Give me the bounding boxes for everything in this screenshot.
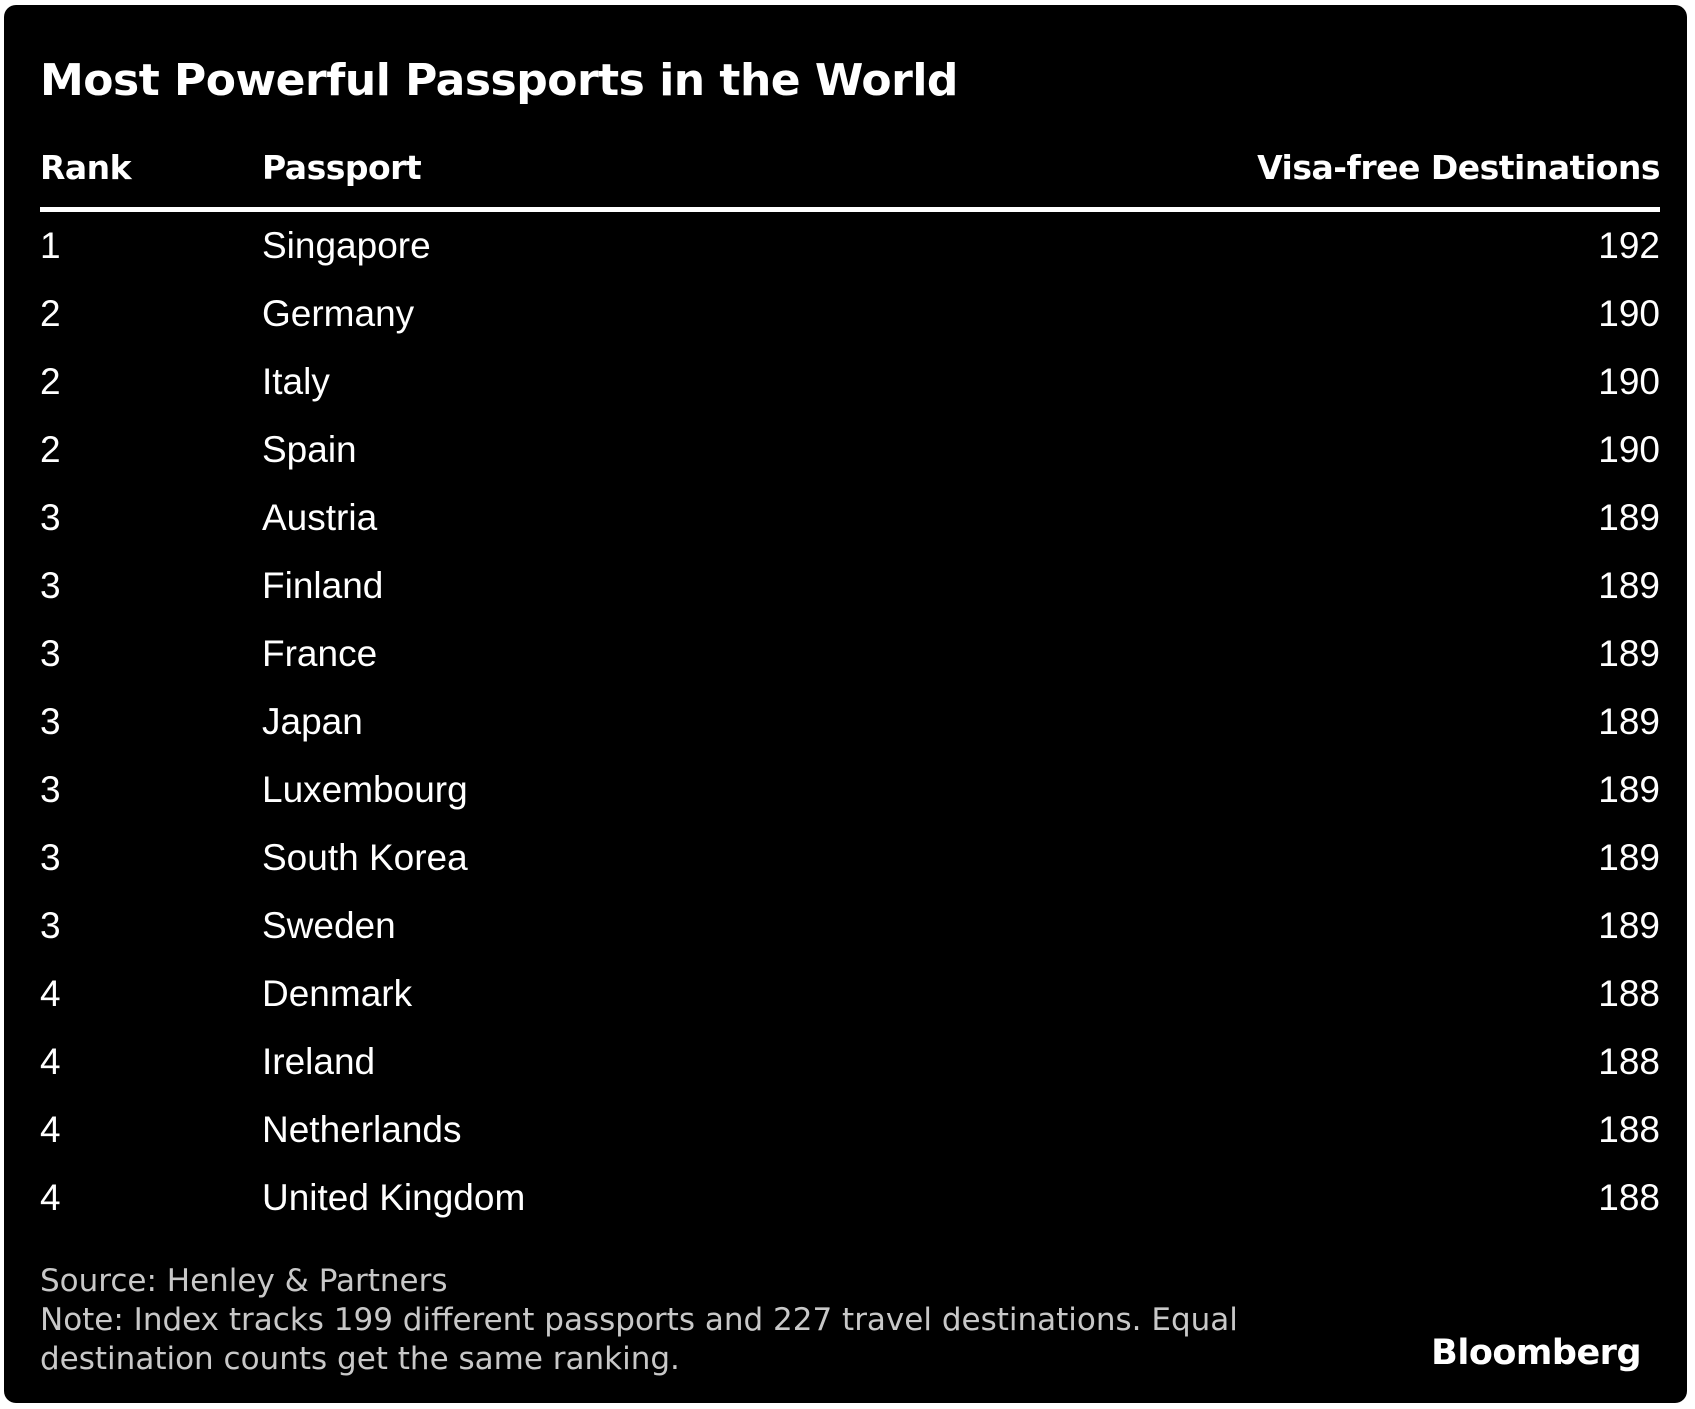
source-note: Source: Henley & Partners <box>40 1263 448 1299</box>
table-row: 4 Denmark 188 <box>40 960 1660 1028</box>
chart-footer: Source: Henley & Partners Note: Index tr… <box>40 1262 1280 1379</box>
visa-free-cell: 189 <box>1598 769 1660 810</box>
rank-cell: 4 <box>40 1177 61 1218</box>
visa-free-cell: 189 <box>1598 633 1660 674</box>
visa-free-cell: 189 <box>1598 837 1660 878</box>
rank-cell: 4 <box>40 973 61 1014</box>
passport-cell: France <box>262 633 378 674</box>
column-header-rank: Rank <box>40 148 132 187</box>
table-row: 4 Netherlands 188 <box>40 1096 1660 1164</box>
visa-free-cell: 190 <box>1598 429 1660 470</box>
table-row: 3 Japan 189 <box>40 688 1660 756</box>
passport-cell: Denmark <box>262 973 413 1014</box>
table-row: 2 Germany 190 <box>40 280 1660 348</box>
passport-cell: Spain <box>262 429 357 470</box>
header-divider <box>40 207 1660 212</box>
rank-cell: 3 <box>40 565 61 606</box>
table-row: 3 France 189 <box>40 620 1660 688</box>
passport-cell: Japan <box>262 701 363 742</box>
rank-cell: 1 <box>40 225 61 266</box>
rank-cell: 3 <box>40 497 61 538</box>
column-header-visa-free: Visa-free Destinations <box>1257 148 1660 187</box>
passport-cell: Netherlands <box>262 1109 462 1150</box>
passport-cell: Finland <box>262 565 384 606</box>
table-row: 3 Luxembourg 189 <box>40 756 1660 824</box>
passport-cell: South Korea <box>262 837 468 878</box>
chart-title: Most Powerful Passports in the World <box>40 55 958 106</box>
rank-cell: 2 <box>40 293 61 334</box>
table-row: 3 South Korea 189 <box>40 824 1660 892</box>
visa-free-cell: 192 <box>1598 225 1660 266</box>
table-row: 2 Spain 190 <box>40 416 1660 484</box>
visa-free-cell: 188 <box>1598 973 1660 1014</box>
visa-free-cell: 189 <box>1598 701 1660 742</box>
table-row: 4 United Kingdom 188 <box>40 1164 1660 1232</box>
rank-cell: 4 <box>40 1109 61 1150</box>
table-row: 3 Finland 189 <box>40 552 1660 620</box>
passport-cell: Luxembourg <box>262 769 468 810</box>
passport-cell: Singapore <box>262 225 431 266</box>
visa-free-cell: 190 <box>1598 293 1660 334</box>
passport-cell: Ireland <box>262 1041 376 1082</box>
passport-cell: Austria <box>262 497 378 538</box>
rank-cell: 3 <box>40 837 61 878</box>
visa-free-cell: 188 <box>1598 1109 1660 1150</box>
table-row: 2 Italy 190 <box>40 348 1660 416</box>
table-body: 1 Singapore 192 2 Germany 190 2 Italy 19… <box>40 212 1660 1232</box>
table-row: 3 Austria 189 <box>40 484 1660 552</box>
rank-cell: 3 <box>40 905 61 946</box>
passport-cell: Italy <box>262 361 330 402</box>
methodology-note: Note: Index tracks 199 different passpor… <box>40 1302 1238 1377</box>
visa-free-cell: 190 <box>1598 361 1660 402</box>
visa-free-cell: 188 <box>1598 1041 1660 1082</box>
visa-free-cell: 189 <box>1598 565 1660 606</box>
rank-cell: 3 <box>40 701 61 742</box>
bloomberg-logo: Bloomberg <box>1431 1333 1641 1373</box>
rank-cell: 3 <box>40 769 61 810</box>
visa-free-cell: 189 <box>1598 497 1660 538</box>
visa-free-cell: 189 <box>1598 905 1660 946</box>
rank-cell: 2 <box>40 361 61 402</box>
table-row: 3 Sweden 189 <box>40 892 1660 960</box>
passport-cell: Sweden <box>262 905 396 946</box>
table-row: 4 Ireland 188 <box>40 1028 1660 1096</box>
rank-cell: 4 <box>40 1041 61 1082</box>
table-header: Rank Passport Visa-free Destinations <box>40 151 1660 195</box>
rank-cell: 3 <box>40 633 61 674</box>
table-row: 1 Singapore 192 <box>40 212 1660 280</box>
visa-free-cell: 188 <box>1598 1177 1660 1218</box>
passport-cell: United Kingdom <box>262 1177 526 1218</box>
chart-card: Most Powerful Passports in the World Ran… <box>4 5 1687 1403</box>
passport-cell: Germany <box>262 293 415 334</box>
rank-cell: 2 <box>40 429 61 470</box>
column-header-passport: Passport <box>262 148 422 187</box>
